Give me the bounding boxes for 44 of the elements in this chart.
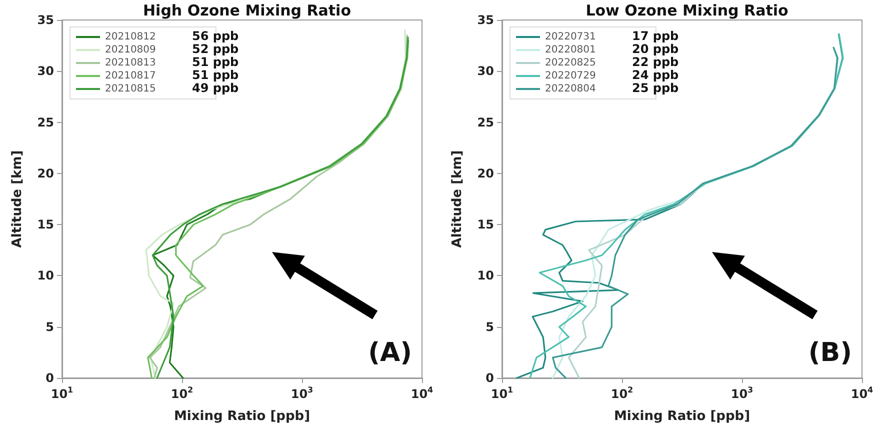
legend-label: 20210817 xyxy=(105,70,156,82)
y-tick-label: 25 xyxy=(37,115,54,130)
legend-label: 20210809 xyxy=(105,44,156,56)
annotation: 24 ppb xyxy=(632,68,680,82)
legend-label: 20220825 xyxy=(545,58,596,68)
y-tick-label: 0 xyxy=(46,371,54,385)
y-tick-label: 35 xyxy=(37,13,54,27)
y-axis-title: Altitude [km] xyxy=(450,150,465,248)
y-tick-label: 20 xyxy=(477,166,494,180)
annotation: 25 ppb xyxy=(632,81,680,95)
y-tick-label: 5 xyxy=(486,320,494,334)
legend-label: 20220804 xyxy=(545,84,596,94)
y-tick-label: 0 xyxy=(486,371,494,385)
annotation: 17 ppb xyxy=(632,29,680,43)
y-tick-label: 20 xyxy=(37,166,54,180)
y-tick-label: 5 xyxy=(46,320,54,334)
x-axis-title: Mixing Ratio [ppb] xyxy=(174,409,310,424)
y-tick-label: 15 xyxy=(37,218,54,232)
legend-label: 20220731 xyxy=(545,32,596,42)
annotation: 49 ppb xyxy=(192,81,240,95)
y-tick-label: 25 xyxy=(477,115,494,130)
y-tick-label: 10 xyxy=(477,268,494,283)
y-tick-label: 30 xyxy=(37,64,54,78)
annotation: (B) xyxy=(808,338,852,368)
legend-label: 20210813 xyxy=(105,58,156,68)
annotation: 22 ppb xyxy=(632,55,680,69)
annotation: (A) xyxy=(368,338,412,368)
y-tick-label: 10 xyxy=(37,268,54,283)
chart-title: High Ozone Mixing Ratio xyxy=(142,2,352,20)
annotation: 52 ppb xyxy=(192,42,240,56)
chart-title: Low Ozone Mixing Ratio xyxy=(586,2,788,20)
x-axis-title: Mixing Ratio [ppb] xyxy=(614,409,750,424)
y-tick-label: 35 xyxy=(477,13,494,27)
legend-label: 20210815 xyxy=(105,84,156,94)
annotation: 51 ppb xyxy=(192,55,240,69)
legend-label: 20220801 xyxy=(545,44,596,56)
annotation: 51 ppb xyxy=(192,68,240,82)
y-tick-label: 15 xyxy=(477,218,494,232)
legend-label: 20220729 xyxy=(545,70,596,82)
legend-label: 20210812 xyxy=(105,32,156,42)
annotation: 20 ppb xyxy=(632,42,680,56)
y-axis-title: Altitude [km] xyxy=(10,150,25,248)
annotation: 56 ppb xyxy=(192,29,240,43)
y-tick-label: 30 xyxy=(477,64,494,78)
